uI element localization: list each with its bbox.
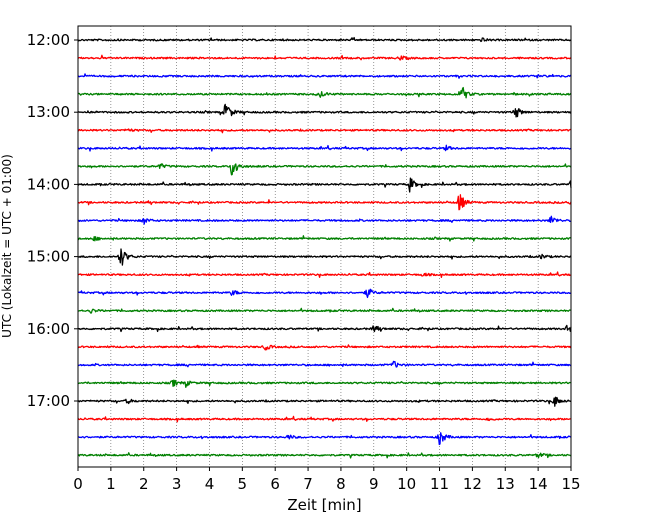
x-axis: 0 1 2 3 4 5 6 7 8 9 10 11 12 13 14 15 <box>73 467 581 493</box>
x-tick-label: 5 <box>238 475 248 493</box>
x-tick-label: 8 <box>336 475 346 493</box>
x-tick-label: 10 <box>397 475 416 493</box>
x-axis-label: Zeit [min] <box>287 496 361 514</box>
trace-line <box>77 36 572 43</box>
x-tick-label: 13 <box>496 475 515 493</box>
trace-line <box>77 54 572 61</box>
trace-line <box>77 360 571 368</box>
y-tick-label: 17:00 <box>27 392 70 410</box>
y-axis-label: UTC (Lokalzeit = UTC + 01:00) <box>0 154 14 338</box>
trace-line <box>77 128 571 134</box>
trace-line <box>77 177 572 193</box>
x-tick-label: 9 <box>369 475 379 493</box>
y-tick-label: 13:00 <box>27 103 70 121</box>
trace-line <box>77 432 572 446</box>
x-tick-label: 2 <box>139 475 149 493</box>
y-axis: 12:00 13:00 14:00 15:00 16:00 17:00 <box>27 31 78 410</box>
x-tick-label: 0 <box>73 475 83 493</box>
trace-line <box>77 73 572 79</box>
trace-line <box>77 271 572 279</box>
trace-series <box>77 36 572 459</box>
trace-line <box>77 248 572 266</box>
trace-line <box>77 324 572 333</box>
x-tick-label: 14 <box>529 475 548 493</box>
x-tick-label: 15 <box>561 475 580 493</box>
trace-line <box>77 144 572 152</box>
x-tick-label: 1 <box>106 475 116 493</box>
x-tick-label: 12 <box>463 475 482 493</box>
x-tick-label: 7 <box>303 475 313 493</box>
y-tick-label: 14:00 <box>27 175 70 193</box>
trace-line <box>77 194 572 211</box>
trace-line <box>77 235 572 242</box>
trace-line <box>77 288 572 299</box>
trace-line <box>77 103 572 118</box>
y-tick-label: 16:00 <box>27 320 70 338</box>
trace-line <box>77 215 571 225</box>
y-tick-label: 12:00 <box>27 31 70 49</box>
x-tick-label: 3 <box>172 475 182 493</box>
trace-line <box>77 415 572 423</box>
trace-line <box>77 379 572 388</box>
trace-line <box>78 452 572 459</box>
x-tick-label: 4 <box>205 475 215 493</box>
trace-line <box>77 163 572 176</box>
trace-line <box>77 307 572 314</box>
trace-line <box>77 344 572 351</box>
plot-frame <box>77 25 572 468</box>
x-tick-label: 11 <box>430 475 449 493</box>
trace-line <box>77 86 572 99</box>
y-tick-label: 15:00 <box>27 248 70 266</box>
x-tick-label: 6 <box>270 475 280 493</box>
trace-line <box>77 396 572 407</box>
